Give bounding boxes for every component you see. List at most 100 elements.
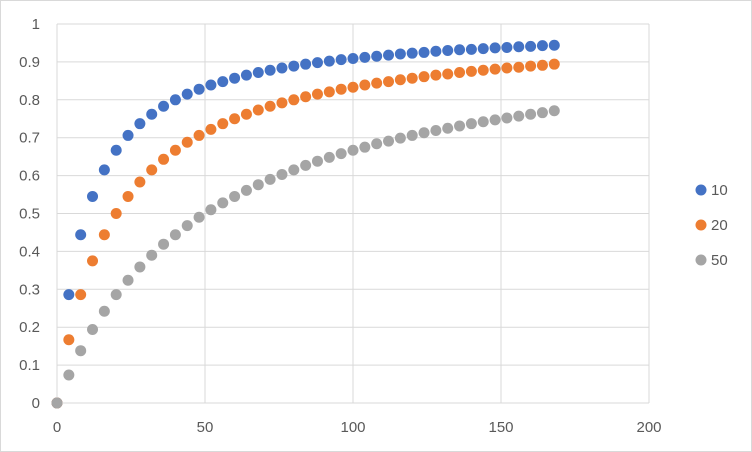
y-tick-label: 0.1: [19, 357, 40, 374]
data-point: [300, 58, 312, 70]
data-point: [146, 249, 158, 261]
data-point: [430, 69, 442, 81]
data-point: [371, 50, 383, 62]
data-point: [87, 190, 99, 202]
data-point: [110, 208, 122, 219]
legend-label: 10: [711, 182, 728, 199]
data-point: [548, 58, 560, 70]
data-point: [276, 97, 288, 109]
y-tick-label: 0.7: [19, 130, 40, 147]
data-point: [63, 369, 75, 381]
data-point: [169, 229, 181, 241]
data-point: [217, 197, 229, 209]
legend-marker: [695, 219, 707, 231]
y-tick-label: 0.4: [19, 243, 40, 260]
data-point: [146, 108, 158, 120]
data-point: [288, 164, 300, 176]
x-tick-label: 100: [340, 419, 365, 436]
data-point: [98, 305, 110, 317]
data-point: [110, 289, 122, 301]
data-point: [75, 345, 87, 357]
data-point: [181, 88, 193, 100]
data-point: [205, 123, 217, 135]
data-point: [383, 135, 395, 147]
data-point: [442, 68, 454, 80]
data-point: [383, 49, 395, 61]
data-point: [536, 40, 548, 52]
data-point: [51, 397, 63, 409]
data-point: [465, 43, 477, 55]
data-point: [394, 48, 406, 60]
data-point: [347, 81, 359, 93]
data-point: [477, 64, 489, 76]
plot-series: [51, 39, 560, 409]
data-point: [489, 114, 501, 126]
data-point: [193, 83, 205, 95]
legend-marker: [695, 254, 707, 266]
data-point: [442, 122, 454, 134]
legend-label: 20: [711, 217, 728, 234]
gridlines: [56, 23, 650, 404]
data-point: [63, 289, 75, 301]
data-point: [252, 104, 264, 116]
data-point: [406, 47, 418, 59]
data-point: [489, 63, 501, 75]
data-point: [300, 159, 312, 171]
data-point: [513, 61, 525, 73]
data-point: [489, 42, 501, 54]
series-20: [51, 58, 560, 409]
data-point: [501, 62, 513, 74]
y-tick-label: 0.2: [19, 319, 40, 336]
y-tick-label: 0.5: [19, 206, 40, 223]
data-point: [323, 55, 335, 67]
data-point: [513, 110, 525, 122]
data-point: [217, 118, 229, 130]
data-point: [276, 62, 288, 74]
data-point: [134, 261, 146, 273]
data-point: [122, 274, 134, 286]
data-point: [169, 144, 181, 156]
data-point: [501, 112, 513, 124]
data-point: [276, 168, 288, 180]
data-point: [548, 105, 560, 117]
data-point: [264, 100, 276, 112]
series-10: [51, 39, 560, 409]
data-point: [335, 83, 347, 95]
data-point: [134, 118, 146, 130]
data-point: [158, 100, 170, 112]
legend-item: 20: [695, 217, 728, 234]
data-point: [146, 164, 158, 176]
data-point: [406, 129, 418, 141]
legend: 10 20 50: [695, 182, 728, 269]
data-point: [536, 59, 548, 71]
y-tick-label: 1: [32, 16, 40, 33]
data-point: [122, 190, 134, 202]
data-point: [169, 94, 181, 106]
data-point: [252, 67, 264, 79]
data-point: [181, 220, 193, 232]
data-point: [536, 107, 548, 119]
legend-label: 50: [711, 252, 728, 269]
data-point: [205, 204, 217, 216]
data-point: [477, 43, 489, 55]
data-point: [394, 74, 406, 86]
legend-marker: [695, 184, 707, 196]
data-point: [217, 76, 229, 88]
data-point: [406, 72, 418, 84]
legend-item: 10: [695, 182, 728, 199]
data-point: [418, 127, 430, 139]
data-point: [240, 69, 252, 81]
data-point: [311, 155, 323, 167]
data-point: [371, 77, 383, 89]
data-point: [252, 179, 264, 191]
data-point: [501, 41, 513, 53]
data-point: [98, 164, 110, 176]
data-point: [442, 45, 454, 57]
data-point: [335, 54, 347, 66]
data-point: [181, 136, 193, 148]
y-tick-label: 0.6: [19, 168, 40, 185]
data-point: [359, 141, 371, 153]
data-point: [311, 57, 323, 69]
x-tick-label: 0: [53, 419, 61, 436]
y-tick-label: 0.8: [19, 92, 40, 109]
